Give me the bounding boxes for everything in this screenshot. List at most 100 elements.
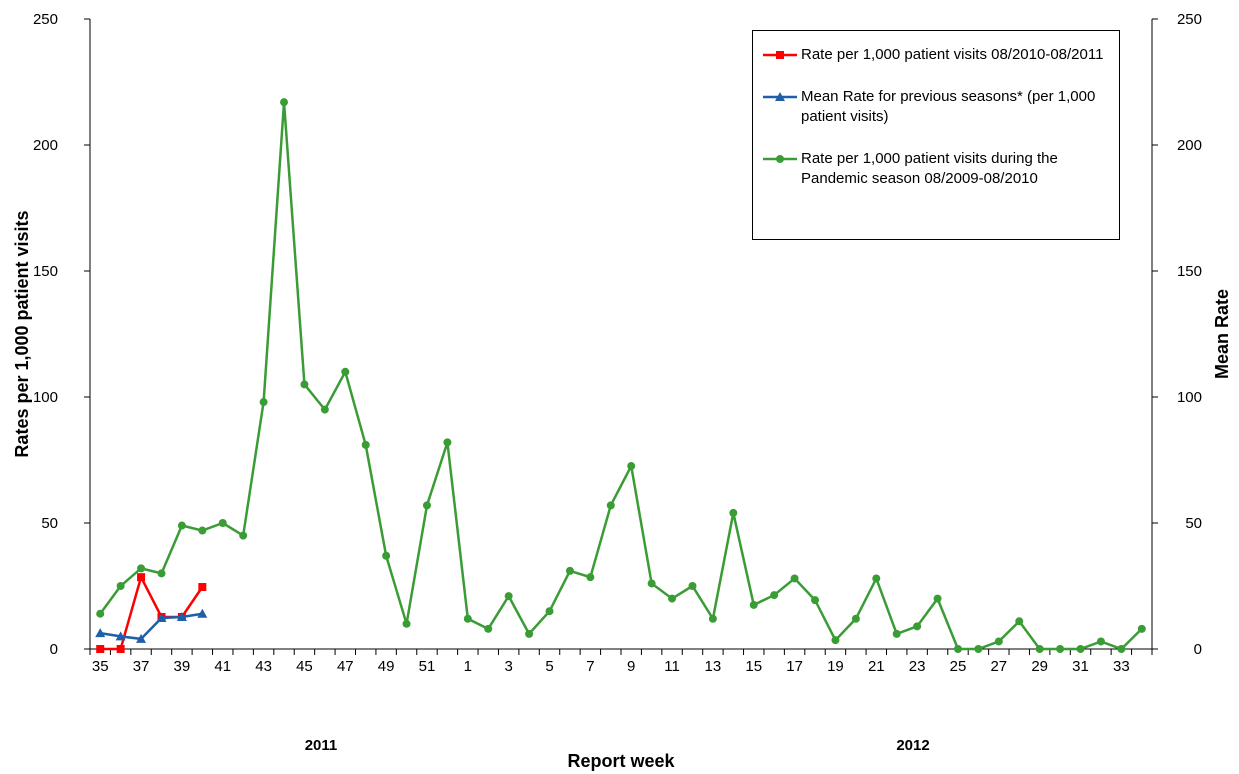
series-line [100, 573, 204, 651]
marker [96, 645, 105, 653]
y-tick-label: 0 [50, 641, 58, 658]
x-tick-label: 11 [664, 658, 680, 675]
x-tick-label: 43 [255, 658, 272, 675]
legend-item: Rate per 1,000 patient visits during the… [761, 149, 1109, 189]
x-tick-label: 37 [133, 658, 150, 675]
marker [688, 582, 697, 590]
x-tick-label: 49 [378, 658, 395, 675]
marker [1035, 645, 1044, 653]
marker [913, 622, 922, 631]
marker [341, 367, 350, 376]
marker [96, 609, 105, 618]
legend: Rate per 1,000 patient visits 08/2010-08… [752, 30, 1120, 240]
y2-tick-label: 250 [1177, 11, 1202, 28]
marker [484, 624, 493, 633]
marker [892, 629, 901, 638]
year-label: 2012 [896, 737, 929, 754]
x-tick-label: 15 [745, 658, 762, 675]
marker [545, 607, 554, 616]
marker [811, 596, 820, 605]
marker [775, 92, 785, 101]
marker [586, 573, 595, 582]
marker [320, 405, 329, 414]
marker [177, 521, 186, 530]
x-tick-label: 3 [505, 658, 513, 675]
marker [776, 51, 784, 59]
x-tick-label: 33 [1113, 658, 1130, 675]
x-tick-label: 23 [909, 658, 926, 675]
x-tick-label: 5 [545, 658, 553, 675]
marker [239, 531, 248, 540]
x-tick-label: 27 [990, 658, 1007, 675]
x-tick-label: 47 [337, 658, 354, 675]
legend-item: Rate per 1,000 patient visits 08/2010-08… [761, 45, 1109, 65]
marker [361, 440, 370, 449]
marker [116, 645, 125, 653]
marker [218, 519, 227, 527]
marker [770, 591, 779, 600]
marker [504, 592, 513, 601]
marker [156, 613, 167, 623]
marker [402, 619, 411, 628]
y2-tick-label: 0 [1194, 641, 1202, 658]
marker [851, 614, 860, 623]
legend-swatch [763, 92, 797, 101]
y-tick-label: 100 [33, 389, 58, 406]
series-line [100, 612, 203, 641]
x-tick-label: 41 [214, 658, 231, 675]
x-axis-title: Report week [567, 751, 675, 771]
x-tick-label: 39 [174, 658, 191, 675]
marker [115, 631, 126, 641]
series-line [99, 102, 1143, 651]
x-tick-label: 9 [627, 658, 635, 675]
x-tick-label: 13 [705, 658, 722, 675]
marker [953, 645, 962, 653]
marker [749, 600, 758, 609]
marker [1056, 645, 1065, 653]
marker [872, 574, 881, 583]
marker [157, 569, 166, 578]
marker [116, 582, 125, 590]
y2-tick-label: 50 [1185, 515, 1202, 532]
y2-tick-label: 150 [1177, 263, 1202, 280]
marker [136, 633, 147, 643]
marker [300, 380, 309, 389]
marker [197, 608, 208, 618]
marker [831, 636, 840, 645]
marker [668, 594, 677, 603]
marker [606, 501, 615, 510]
marker [627, 462, 636, 471]
marker [647, 579, 656, 588]
marker [933, 594, 942, 603]
marker [443, 438, 452, 447]
x-tick-label: 45 [296, 658, 313, 675]
legend-label: Mean Rate for previous seasons* (per 1,0… [801, 88, 1096, 125]
marker [176, 611, 187, 621]
y-tick-label: 200 [33, 137, 58, 154]
marker [565, 566, 574, 575]
y2-axis-title: Mean Rate [1212, 289, 1232, 379]
marker [280, 98, 289, 107]
legend-label: Rate per 1,000 patient visits during the… [801, 150, 1058, 187]
x-tick-label: 25 [950, 658, 967, 675]
y2-tick-label: 100 [1177, 389, 1202, 406]
marker [1076, 645, 1085, 653]
y-axis-title: Rates per 1,000 patient visits [12, 210, 32, 457]
y-tick-label: 150 [33, 263, 58, 280]
marker [776, 155, 784, 163]
year-label: 2011 [305, 737, 338, 754]
legend-label: Rate per 1,000 patient visits 08/2010-08… [801, 46, 1104, 63]
marker [708, 614, 717, 623]
marker [1015, 617, 1024, 626]
marker [198, 526, 207, 535]
marker [463, 614, 472, 623]
marker [382, 551, 391, 560]
marker [1096, 637, 1105, 646]
marker [422, 501, 431, 510]
marker [974, 645, 983, 653]
marker [1137, 624, 1146, 633]
marker [198, 583, 207, 592]
x-tick-label: 51 [419, 658, 436, 675]
